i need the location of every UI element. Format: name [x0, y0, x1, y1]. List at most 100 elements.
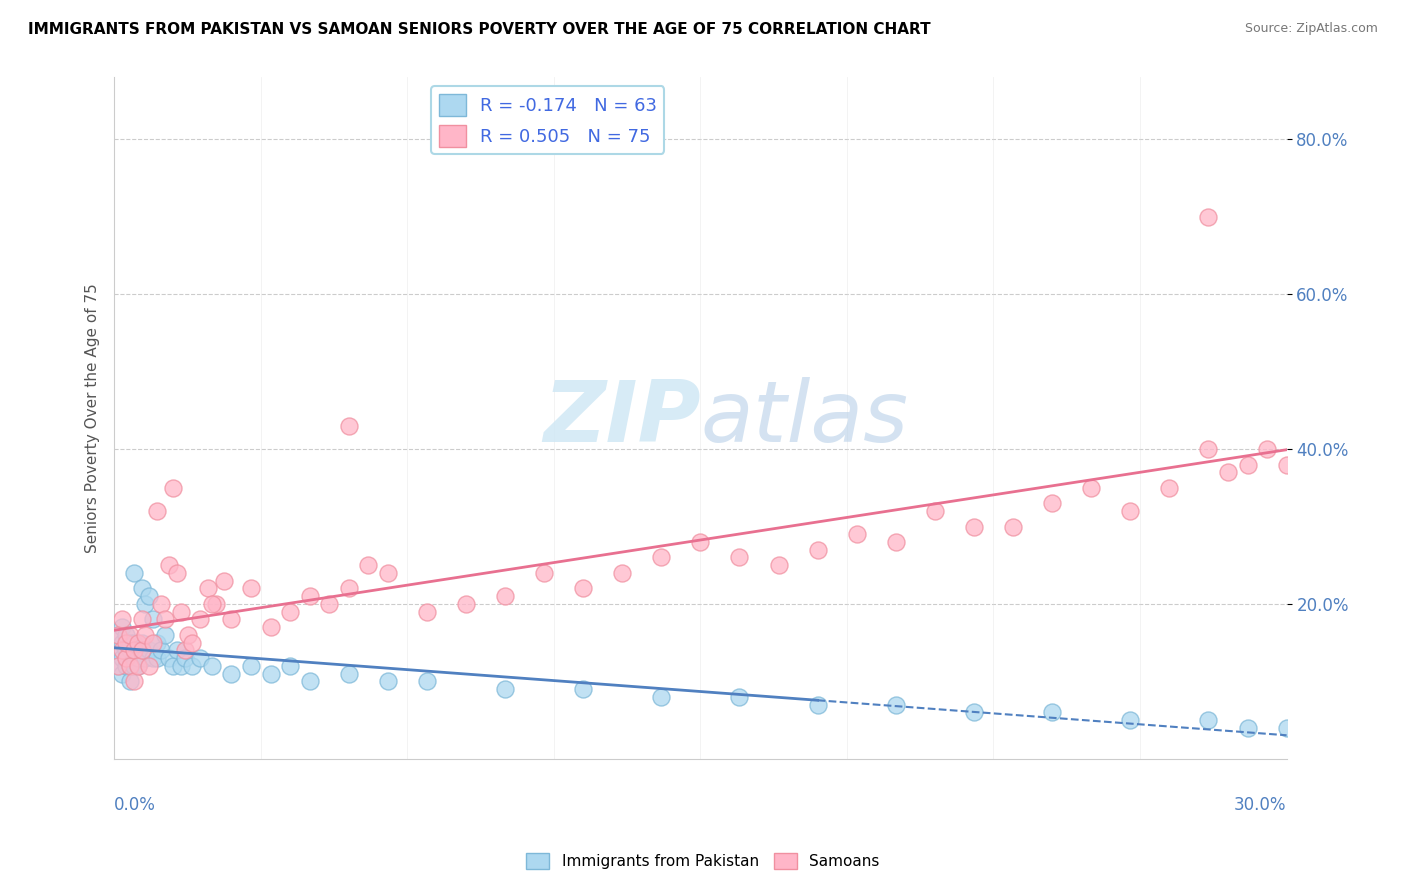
Point — [127, 651, 149, 665]
Point — [111, 643, 134, 657]
Point — [259, 620, 281, 634]
Point — [963, 706, 986, 720]
Point — [166, 566, 188, 580]
Point — [1197, 442, 1219, 456]
Text: atlas: atlas — [700, 376, 908, 459]
Text: IMMIGRANTS FROM PAKISTAN VS SAMOAN SENIORS POVERTY OVER THE AGE OF 75 CORRELATIO: IMMIGRANTS FROM PAKISTAN VS SAMOAN SENIO… — [28, 22, 931, 37]
Point — [1275, 458, 1298, 472]
Text: Source: ZipAtlas.com: Source: ZipAtlas.com — [1244, 22, 1378, 36]
Point — [138, 658, 160, 673]
Legend: Immigrants from Pakistan, Samoans: Immigrants from Pakistan, Samoans — [520, 847, 886, 875]
Point — [127, 658, 149, 673]
Point — [1256, 442, 1278, 456]
Point — [169, 658, 191, 673]
Point — [111, 651, 134, 665]
Point — [1197, 713, 1219, 727]
Point — [188, 612, 211, 626]
Point — [122, 674, 145, 689]
Point — [111, 620, 134, 634]
Point — [212, 574, 235, 588]
Point — [416, 674, 439, 689]
Point — [118, 674, 141, 689]
Point — [337, 582, 360, 596]
Point — [131, 643, 153, 657]
Point — [177, 628, 200, 642]
Point — [1236, 721, 1258, 735]
Point — [138, 643, 160, 657]
Point — [259, 666, 281, 681]
Point — [131, 635, 153, 649]
Point — [157, 558, 180, 573]
Point — [1119, 713, 1142, 727]
Point — [107, 658, 129, 673]
Point — [157, 651, 180, 665]
Point — [115, 658, 138, 673]
Point — [115, 628, 138, 642]
Point — [162, 658, 184, 673]
Point — [221, 666, 243, 681]
Text: ZIP: ZIP — [543, 376, 700, 459]
Point — [1159, 481, 1181, 495]
Point — [146, 635, 169, 649]
Point — [239, 658, 262, 673]
Point — [533, 566, 555, 580]
Point — [107, 643, 129, 657]
Point — [494, 589, 516, 603]
Point — [181, 658, 204, 673]
Point — [122, 566, 145, 580]
Point — [572, 582, 595, 596]
Point — [807, 698, 830, 712]
Point — [142, 651, 165, 665]
Point — [134, 651, 156, 665]
Point — [134, 628, 156, 642]
Point — [728, 550, 751, 565]
Point — [689, 535, 711, 549]
Point — [357, 558, 380, 573]
Legend: R = -0.174   N = 63, R = 0.505   N = 75: R = -0.174 N = 63, R = 0.505 N = 75 — [432, 87, 665, 154]
Point — [118, 635, 141, 649]
Point — [150, 597, 173, 611]
Point — [1002, 519, 1025, 533]
Point — [221, 612, 243, 626]
Point — [204, 597, 226, 611]
Point — [127, 643, 149, 657]
Point — [1119, 504, 1142, 518]
Point — [884, 698, 907, 712]
Point — [963, 519, 986, 533]
Point — [118, 643, 141, 657]
Point — [142, 612, 165, 626]
Text: 30.0%: 30.0% — [1234, 797, 1286, 814]
Text: 0.0%: 0.0% — [114, 797, 156, 814]
Point — [134, 597, 156, 611]
Point — [1040, 706, 1063, 720]
Point — [153, 612, 176, 626]
Point — [728, 690, 751, 704]
Point — [1080, 481, 1102, 495]
Point — [173, 651, 195, 665]
Point — [298, 674, 321, 689]
Point — [416, 605, 439, 619]
Point — [278, 658, 301, 673]
Point — [166, 643, 188, 657]
Point — [127, 635, 149, 649]
Point — [118, 628, 141, 642]
Point — [278, 605, 301, 619]
Point — [131, 643, 153, 657]
Point — [115, 651, 138, 665]
Point — [122, 651, 145, 665]
Point — [107, 628, 129, 642]
Point — [201, 597, 224, 611]
Point — [1275, 721, 1298, 735]
Point — [111, 635, 134, 649]
Point — [1216, 465, 1239, 479]
Point — [612, 566, 634, 580]
Point — [107, 628, 129, 642]
Point — [118, 658, 141, 673]
Point — [107, 658, 129, 673]
Point — [138, 589, 160, 603]
Point — [115, 651, 138, 665]
Point — [115, 643, 138, 657]
Point — [169, 605, 191, 619]
Point — [1197, 210, 1219, 224]
Point — [845, 527, 868, 541]
